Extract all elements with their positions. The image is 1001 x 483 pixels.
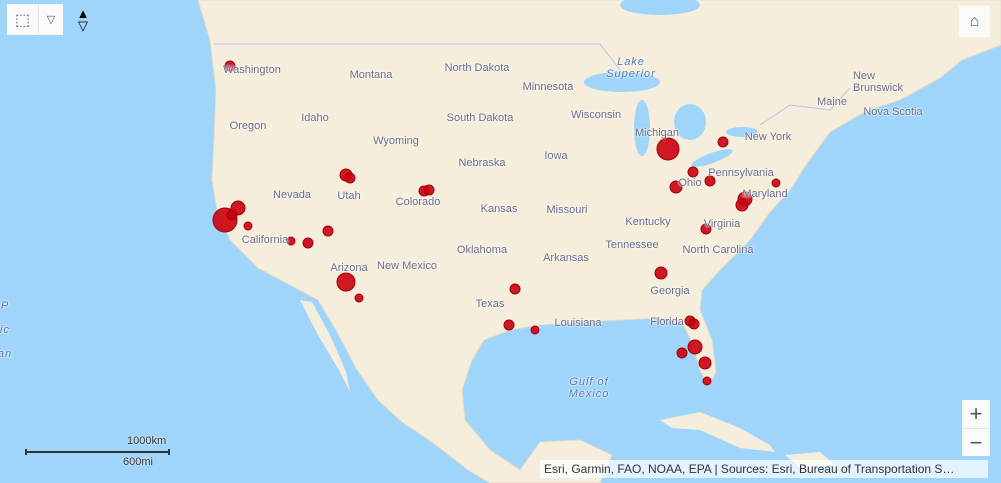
scale-mi: 600mi: [123, 456, 153, 468]
map-label-kansas: Kansas: [480, 203, 518, 215]
map-label-arkansas: Arkansas: [543, 252, 589, 264]
land-cuba: [660, 412, 775, 452]
lake-michigan: [634, 100, 650, 156]
map-marker[interactable]: [423, 184, 435, 196]
map-label-utah: Utah: [337, 190, 361, 202]
scale-km: 1000km: [127, 435, 167, 447]
map-label-lake-superior: Lake Superior: [606, 56, 656, 80]
map-marker[interactable]: [702, 376, 712, 386]
map-marker[interactable]: [224, 60, 236, 72]
marker-layer: [212, 60, 781, 386]
map-label-nebraska: Nebraska: [458, 157, 506, 169]
home-button[interactable]: ⌂: [959, 6, 990, 37]
map-marker[interactable]: [771, 178, 781, 188]
map-marker[interactable]: [509, 283, 521, 295]
map-marker[interactable]: [654, 266, 668, 280]
border-us-canada: [214, 43, 851, 126]
zoom-out-button[interactable]: −: [962, 428, 990, 456]
compass-icon: ▲ ▽: [76, 6, 90, 33]
map-label-louisiana: Louisiana: [554, 317, 602, 329]
map-label-california: California: [241, 234, 289, 246]
map-label-new-york: New York: [744, 131, 792, 143]
map-marker[interactable]: [704, 175, 716, 187]
hudson-bay: [620, 0, 700, 15]
map-label-gulf: Gulf of Mexico: [568, 376, 610, 400]
map-label-georgia: Georgia: [650, 285, 690, 297]
map-label-idaho: Idaho: [301, 112, 329, 124]
map-marker[interactable]: [322, 225, 334, 237]
land-north-america: [197, 0, 1001, 483]
map-label-minnesota: Minnesota: [522, 81, 574, 93]
lasso-select-icon: ⬚: [14, 11, 31, 29]
map-marker[interactable]: [530, 325, 540, 335]
map-marker[interactable]: [226, 209, 238, 221]
map-marker[interactable]: [302, 237, 314, 249]
map-label-tennessee: Tennessee: [605, 239, 659, 251]
attribution[interactable]: Esri, Garmin, FAO, NOAA, EPA | Sources: …: [540, 460, 988, 478]
map-label-oregon: Oregon: [229, 120, 267, 132]
map-marker[interactable]: [687, 339, 703, 355]
map-label-maryland: Maryland: [742, 188, 788, 200]
lake-huron: [674, 104, 706, 140]
lake-erie: [691, 149, 733, 167]
map-label-south-dakota: South Dakota: [446, 112, 514, 124]
map-label-oklahoma: Oklahoma: [456, 244, 508, 256]
map-label-michigan: Michigan: [634, 127, 680, 139]
map-label-new-brunswick: New Brunswick: [852, 70, 904, 94]
map-marker[interactable]: [344, 172, 356, 184]
map-label-washington: Washington: [223, 64, 281, 76]
scale-bar: [25, 449, 170, 455]
map-label-florida: Florida: [650, 316, 684, 328]
zoom-in-button[interactable]: +: [962, 400, 990, 428]
map-marker[interactable]: [243, 221, 253, 231]
map-marker[interactable]: [717, 136, 729, 148]
map-label-ohio: Ohio: [678, 177, 702, 189]
map-marker[interactable]: [698, 356, 712, 370]
select-dropdown-button[interactable]: ▽: [38, 4, 63, 35]
map-marker[interactable]: [669, 180, 683, 194]
map-label-missouri: Missouri: [546, 204, 588, 216]
map-marker[interactable]: [354, 293, 364, 303]
map-marker[interactable]: [700, 223, 712, 235]
map-label-colorado: Colorado: [395, 196, 441, 208]
map-label-iowa: Iowa: [544, 150, 568, 162]
map-marker[interactable]: [735, 198, 749, 212]
chevron-down-icon: ▽: [46, 14, 56, 26]
map-label-arizona: Arizona: [330, 262, 368, 274]
map-marker[interactable]: [503, 319, 515, 331]
map-marker[interactable]: [656, 137, 680, 161]
select-tool-button[interactable]: ⬚: [7, 4, 38, 35]
map-marker[interactable]: [688, 318, 700, 330]
land-baja: [300, 300, 350, 392]
map-label-north-carolina: North Carolina: [682, 244, 754, 256]
map-label-pacific: P ic an: [0, 300, 13, 360]
map-label-wisconsin: Wisconsin: [570, 109, 622, 121]
map-label-new-mexico: New Mexico: [377, 260, 437, 272]
map-marker[interactable]: [687, 166, 699, 178]
map-label-nova-scotia: Nova Scotia: [863, 106, 923, 118]
map-label-texas: Texas: [475, 298, 505, 310]
map-label-wyoming: Wyoming: [373, 135, 419, 147]
lake-ontario: [726, 127, 758, 137]
map-label-montana: Montana: [349, 69, 393, 81]
map-marker[interactable]: [286, 236, 296, 246]
map-label-maine: Maine: [817, 96, 847, 108]
map-marker[interactable]: [336, 272, 356, 292]
map-label-nevada: Nevada: [273, 189, 311, 201]
map-label-virginia: Virginia: [703, 218, 741, 230]
map-label-north-dakota: North Dakota: [444, 62, 510, 74]
map-marker[interactable]: [676, 347, 688, 359]
map-label-kentucky: Kentucky: [625, 216, 671, 228]
compass-button[interactable]: ▲ ▽: [76, 6, 90, 34]
map-label-pennsylvania: Pennsylvania: [708, 167, 774, 179]
home-icon: ⌂: [969, 12, 980, 30]
lake-superior: [584, 72, 660, 92]
